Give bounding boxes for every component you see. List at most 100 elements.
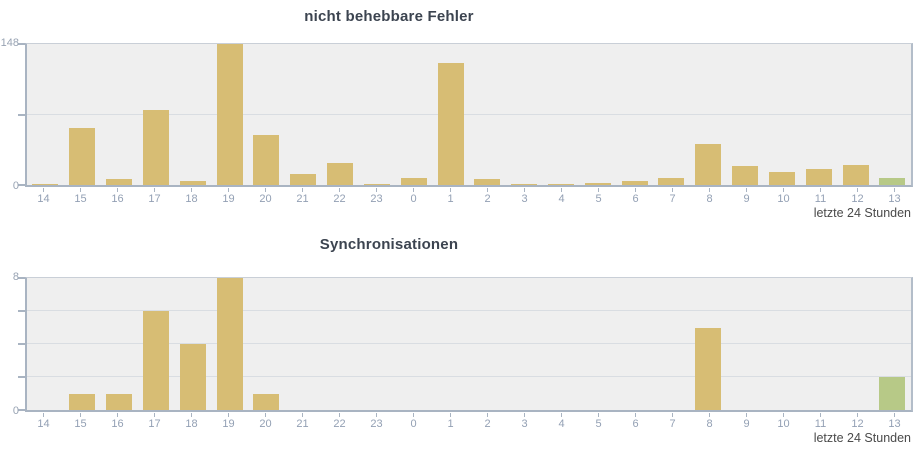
x-axis-slot: 9	[728, 413, 765, 430]
y-axis-tick	[18, 277, 25, 279]
y-axis-tick	[18, 113, 25, 116]
x-axis-tick	[191, 188, 192, 192]
x-axis-slot: 20	[247, 413, 284, 430]
bar-slot	[27, 44, 64, 185]
plot-area	[18, 277, 913, 412]
x-axis-slot: 3	[506, 188, 543, 205]
x-axis-tick	[376, 188, 377, 192]
bar-hour-22	[327, 163, 354, 185]
x-axis-tick-label: 0	[410, 193, 417, 205]
bar-slot	[101, 44, 138, 185]
bar-slot	[137, 278, 174, 410]
x-axis-tick-label: 15	[74, 418, 87, 430]
bar-hour-5	[584, 183, 611, 185]
x-axis-tick-label: 18	[185, 193, 198, 205]
x-axis-tick-label: 9	[743, 193, 750, 205]
bar-slot	[285, 44, 322, 185]
bar-slot	[543, 44, 580, 185]
x-axis-tick	[154, 188, 155, 192]
bar-slot	[800, 44, 837, 185]
x-axis-tick-label: 4	[558, 193, 565, 205]
x-axis-slot: 3	[506, 413, 543, 430]
bar-hour-15	[69, 393, 96, 410]
y-axis-min-label: 0	[12, 405, 19, 417]
x-axis-tick	[154, 413, 155, 417]
x-axis-slot: 1	[432, 413, 469, 430]
x-axis-tick-label: 10	[777, 418, 790, 430]
x-axis-slot: 8	[691, 413, 728, 430]
time-range-label: letzte 24 Stunden	[813, 206, 911, 220]
x-axis-tick	[80, 413, 81, 417]
bar-slot	[322, 44, 359, 185]
x-axis-slot: 15	[62, 188, 99, 205]
bar-slot	[874, 278, 911, 410]
x-axis-tick-label: 19	[222, 418, 235, 430]
gridline	[27, 343, 911, 344]
x-axis-tick	[487, 413, 488, 417]
bar-slot	[764, 44, 801, 185]
gridline	[27, 310, 911, 311]
x-axis-tick	[117, 413, 118, 417]
x-axis-labels: 14 15 16 17 18 19 20 21 22 23 0 1 2 3 4 5 6 7 8 9 10 11 12 13	[25, 188, 913, 205]
x-axis-tick-label: 22	[333, 193, 346, 205]
x-axis-tick	[783, 413, 784, 417]
x-axis-tick-label: 8	[706, 193, 713, 205]
bar-hour-11	[805, 168, 832, 185]
bar-slot	[727, 44, 764, 185]
bar-hour-14	[32, 184, 59, 185]
y-axis-tick	[18, 43, 25, 45]
bar-hour-6	[621, 181, 648, 185]
x-axis-slot: 17	[136, 413, 173, 430]
x-axis-tick	[672, 413, 673, 417]
plot-area	[18, 43, 913, 187]
bar-slot	[874, 44, 911, 185]
x-axis-tick	[709, 188, 710, 192]
bar-slot	[64, 44, 101, 185]
bar-hour-10	[768, 171, 795, 185]
plot-inner	[18, 277, 911, 411]
x-axis-tick-label: 3	[521, 418, 528, 430]
gridline	[27, 113, 911, 115]
x-axis-slot: 2	[469, 188, 506, 205]
bar-slot	[64, 278, 101, 410]
x-axis-slot: 23	[358, 413, 395, 430]
x-axis-tick-label: 1	[447, 193, 454, 205]
bar-slot	[653, 278, 690, 410]
bar-slot	[469, 278, 506, 410]
bar-slot	[211, 44, 248, 185]
bar-hour-17	[142, 109, 169, 185]
x-axis-slot: 13	[876, 413, 913, 430]
bar-hour-19	[216, 278, 243, 410]
x-axis-tick	[450, 413, 451, 417]
x-axis-tick-label: 19	[222, 193, 235, 205]
x-axis-tick	[265, 413, 266, 417]
bar-slot	[616, 44, 653, 185]
y-axis-max-label: 148	[0, 37, 19, 49]
x-axis-tick-label: 22	[333, 418, 346, 430]
x-axis-slot: 17	[136, 188, 173, 205]
bar-slot	[579, 278, 616, 410]
x-axis-slot: 19	[210, 413, 247, 430]
bar-slot	[101, 278, 138, 410]
x-axis-slot: 15	[62, 413, 99, 430]
x-axis-slot: 8	[691, 188, 728, 205]
x-axis-tick	[413, 188, 414, 192]
bar-hour-16	[106, 179, 133, 185]
x-axis-tick	[524, 188, 525, 192]
bar-slot	[837, 44, 874, 185]
x-axis-slot: 18	[173, 413, 210, 430]
bar-slot	[690, 278, 727, 410]
x-axis-slot: 4	[543, 413, 580, 430]
x-axis-tick-label: 0	[410, 418, 417, 430]
bar-hour-20	[253, 393, 280, 410]
x-axis-tick	[598, 188, 599, 192]
bar-hour-15	[69, 127, 96, 185]
bar-hour-8	[695, 144, 722, 185]
x-axis-slot: 2	[469, 413, 506, 430]
x-axis-tick	[561, 188, 562, 192]
bar-hour-1	[437, 63, 464, 185]
x-axis-tick-label: 3	[521, 193, 528, 205]
bar-slot	[395, 44, 432, 185]
x-axis-slot: 20	[247, 188, 284, 205]
bar-hour-17	[142, 311, 169, 410]
